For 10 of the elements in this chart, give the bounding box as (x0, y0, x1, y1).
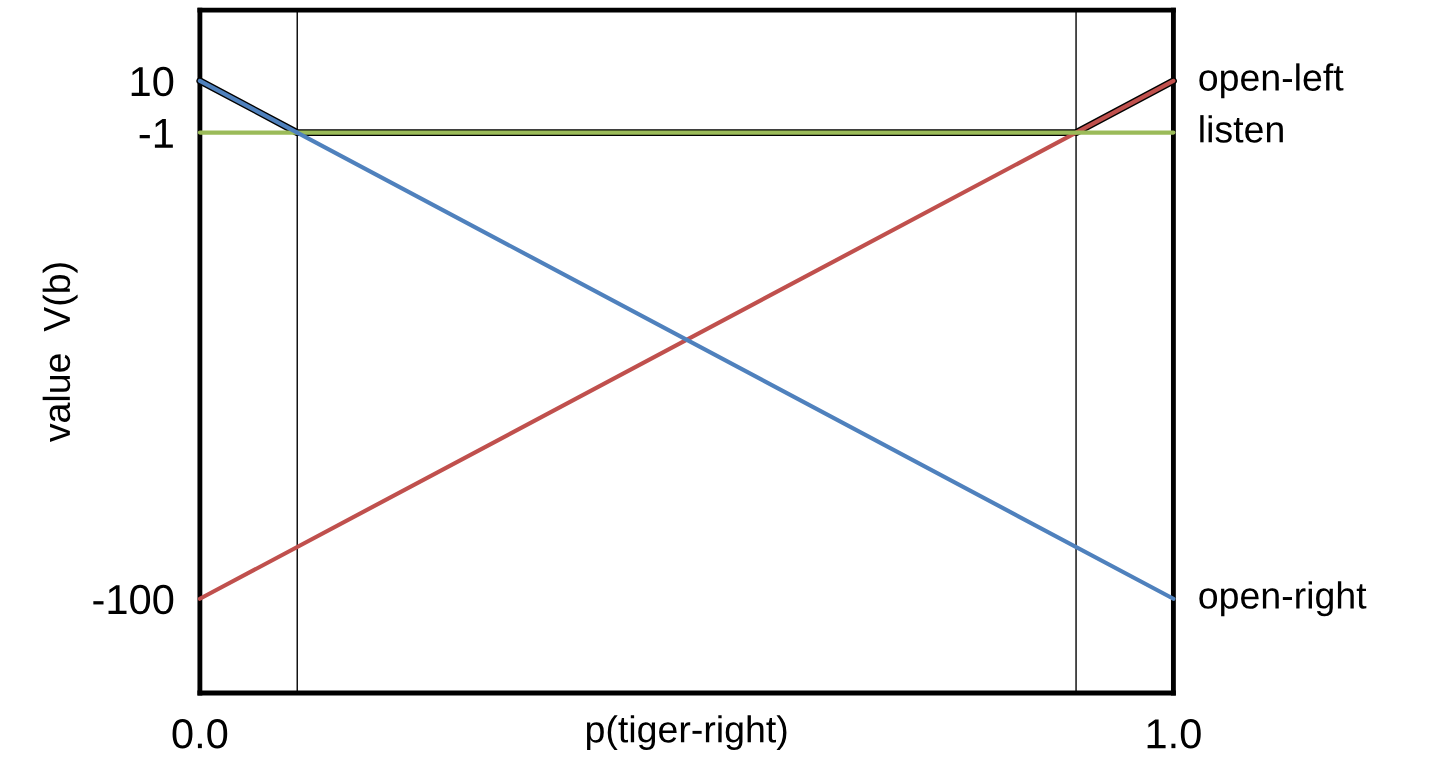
series-label: open-left (1199, 63, 1344, 99)
series-label: open-right (1199, 581, 1367, 617)
x-tick-label: 1.0 (1147, 719, 1201, 749)
series-label: listen (1200, 115, 1283, 143)
y-tick-label: 10 (131, 66, 174, 97)
x-tick-label: 0.0 (172, 719, 228, 749)
y-tick-label: -1 (139, 119, 173, 148)
y-tick-label: -100 (93, 584, 174, 615)
x-axis-title: p(tiger-right) (586, 715, 787, 751)
y-axis-title: value V(b) (42, 263, 78, 443)
